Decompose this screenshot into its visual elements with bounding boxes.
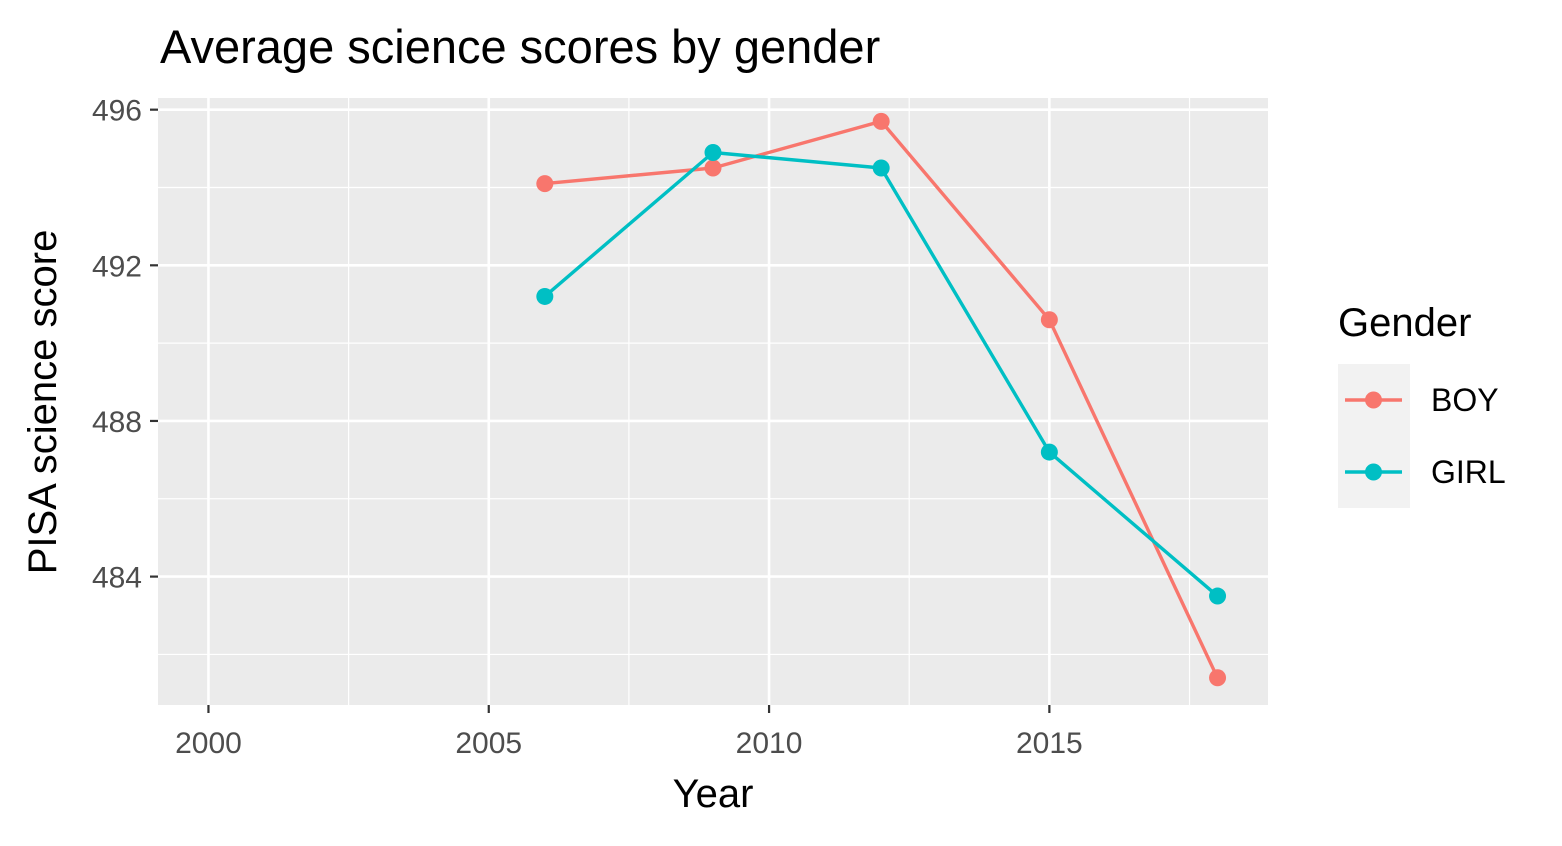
legend-label-girl: GIRL <box>1431 454 1506 490</box>
x-tick-label: 2010 <box>736 727 803 760</box>
x-tick-label: 2015 <box>1016 727 1083 760</box>
legend-key-point-boy <box>1365 391 1382 409</box>
legend-title: Gender <box>1338 301 1471 345</box>
x-axis: 2000 2005 2010 2015 <box>175 705 1083 760</box>
y-tick-label: 484 <box>92 562 142 595</box>
y-axis: 484 488 492 496 <box>92 95 158 595</box>
legend-key-background <box>1338 364 1410 508</box>
y-axis-label: PISA science score <box>21 230 65 575</box>
data-point-girl <box>1040 443 1058 461</box>
legend: Gender BOY GIRL <box>1338 301 1506 508</box>
legend-label-boy: BOY <box>1431 382 1499 418</box>
data-point-girl <box>1209 587 1227 605</box>
y-tick-label: 492 <box>92 250 142 283</box>
x-tick-label: 2000 <box>175 727 242 760</box>
data-point-girl <box>704 143 722 161</box>
y-tick-label: 496 <box>92 95 142 128</box>
data-point-boy <box>1040 311 1058 329</box>
y-tick-label: 488 <box>92 406 142 439</box>
data-point-boy <box>536 175 554 193</box>
x-tick-label: 2005 <box>455 727 522 760</box>
data-point-boy <box>872 112 890 130</box>
series-points <box>536 112 1227 687</box>
chart-title: Average science scores by gender <box>160 20 880 73</box>
legend-key-point-girl <box>1365 463 1382 481</box>
data-point-girl <box>872 159 890 177</box>
legend-items: BOY GIRL <box>1345 382 1506 490</box>
minor-gridlines <box>158 98 1268 705</box>
data-point-boy <box>704 159 722 177</box>
plot-panel <box>158 98 1268 705</box>
data-point-girl <box>536 287 554 305</box>
data-point-boy <box>1209 669 1227 687</box>
x-axis-label: Year <box>673 772 754 816</box>
major-gridlines <box>158 98 1268 705</box>
